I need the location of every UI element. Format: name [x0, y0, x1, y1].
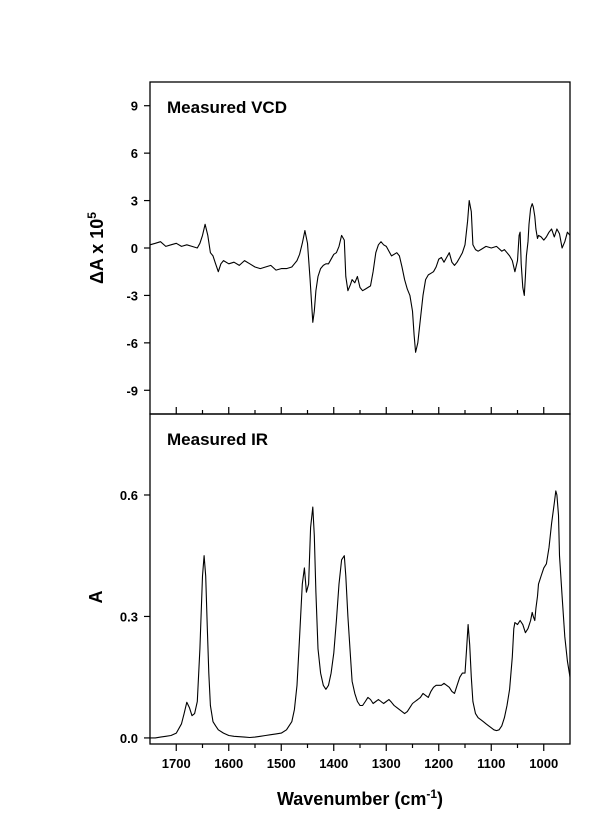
ir-panel-title: Measured IR: [167, 430, 268, 449]
vcd-y-tick-label: 0: [131, 241, 138, 256]
ir-x-tick-label: 1000: [529, 756, 558, 771]
vcd-y-ticks: -9 -6 -3 0 3 6 9: [126, 99, 150, 398]
vcd-y-axis-title: ΔA x 105: [85, 212, 107, 284]
vcd-y-tick-label: -9: [126, 383, 138, 398]
ir-x-tick-label: 1500: [267, 756, 296, 771]
ir-x-tick-label: 1200: [424, 756, 453, 771]
ir-x-axis-title: Wavenumber (cm-1): [277, 787, 443, 809]
vcd-y-tick-label: 3: [131, 194, 138, 209]
ir-x-tick-label: 1400: [319, 756, 348, 771]
ir-x-axis-title-close: ): [437, 789, 443, 809]
ir-y-tick-label: 0.0: [120, 731, 138, 746]
vcd-panel-title: Measured VCD: [167, 98, 287, 117]
ir-x-axis-title-main: Wavenumber (cm: [277, 789, 426, 809]
vcd-y-tick-label: -6: [126, 336, 138, 351]
ir-x-tick-label: 1100: [477, 756, 505, 771]
ir-y-ticks: 0.0 0.3 0.6: [120, 488, 150, 746]
vcd-y-axis-title-exponent: 5: [85, 212, 99, 219]
vcd-y-tick-label: 9: [131, 99, 138, 114]
vcd-x-ticks: [175, 407, 545, 414]
ir-x-tick-label: 1700: [162, 756, 191, 771]
vcd-series-line: [149, 200, 571, 353]
ir-x-tick-label: 1600: [214, 756, 243, 771]
ir-x-ticks: 1700 1600 1500 1400 1300 1200 1100 1000: [162, 744, 558, 771]
vcd-panel: -9 -6 -3 0 3 6 9 Measured VCD ΔA x 105: [85, 81, 571, 415]
ir-y-tick-label: 0.6: [120, 488, 138, 503]
ir-y-tick-label: 0.3: [120, 609, 138, 624]
ir-x-axis-title-exponent: -1: [426, 787, 437, 801]
ir-series-line: [150, 490, 571, 739]
ir-panel: 0.0 0.3 0.6 1700 1600 1500 1400 1300 1200 1100 10…: [86, 413, 571, 809]
ir-y-axis-title: A: [86, 591, 106, 604]
vcd-y-axis-title-main: ΔA x 10: [87, 219, 107, 284]
vcd-y-tick-label: 6: [131, 146, 138, 161]
ir-x-tick-label: 1300: [372, 756, 401, 771]
vcd-y-tick-label: -3: [126, 288, 138, 303]
